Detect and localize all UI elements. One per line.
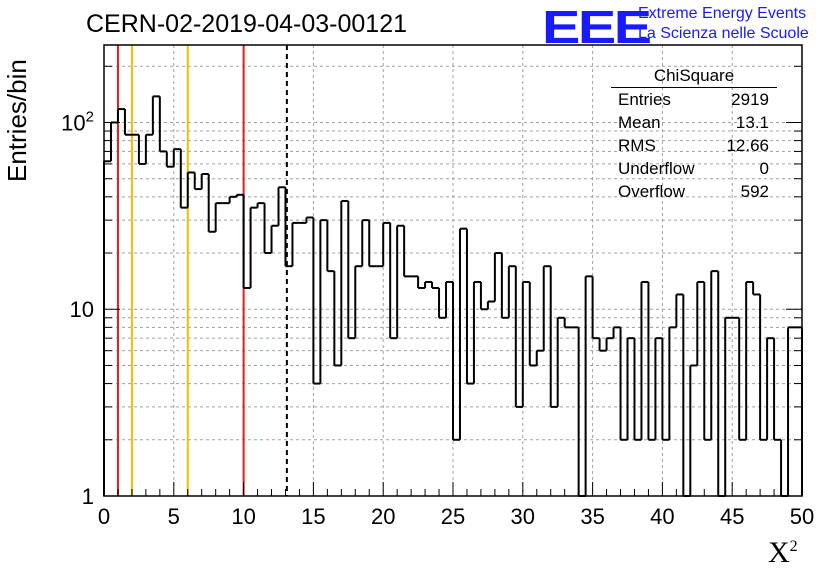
- stats-value: 12.66: [726, 136, 769, 155]
- x-tick-label: 40: [650, 504, 674, 529]
- stats-label: Underflow: [618, 159, 695, 178]
- x-axis-label: X2: [768, 536, 798, 569]
- stats-row: Overflow 592: [611, 180, 777, 203]
- stats-value: 13.1: [735, 113, 769, 132]
- stats-label: Mean: [618, 113, 661, 132]
- axis-ticks: [103, 65, 803, 497]
- tick-labels: 0 5 10 15 20 25 30 35 40 45 50 1 10 102: [61, 108, 814, 529]
- x-tick-label: 15: [301, 504, 325, 529]
- stats-row: RMS 12.66: [611, 134, 777, 157]
- x-tick-label: 10: [231, 504, 255, 529]
- chart-title: CERN-02-2019-04-03-00121: [86, 10, 408, 38]
- x-tick-label: 35: [580, 504, 604, 529]
- stats-value: 0: [759, 159, 769, 178]
- x-tick-label: 45: [720, 504, 744, 529]
- stats-label: Entries: [618, 90, 671, 109]
- x-tick-label: 20: [371, 504, 395, 529]
- eee-logo: EEE: [542, 1, 652, 53]
- stats-value: 592: [740, 182, 769, 201]
- y-tick-label: 1: [82, 484, 94, 509]
- stats-row: Mean 13.1: [611, 111, 777, 134]
- x-tick-label: 0: [98, 504, 110, 529]
- x-tick-label: 50: [790, 504, 814, 529]
- y-axis-label: Entries/bin: [2, 59, 32, 182]
- stats-row: Underflow 0: [611, 157, 777, 180]
- x-tick-label: 25: [441, 504, 465, 529]
- stats-row: Entries 2919: [611, 88, 777, 111]
- x-tick-label: 5: [168, 504, 180, 529]
- stats-label: Overflow: [618, 182, 686, 201]
- stats-box: ChiSquare Entries 2919 Mean 13.1 RMS 12.66 Und…: [611, 66, 777, 203]
- marker-lines: [116, 45, 288, 496]
- y-tick-label: 102: [61, 108, 94, 135]
- logo-line-1: Extreme Energy Events: [638, 5, 807, 22]
- y-tick-label: 10: [70, 297, 94, 322]
- x-tick-label: 30: [511, 504, 535, 529]
- stats-title: ChiSquare: [611, 66, 777, 88]
- stats-value: 2919: [731, 90, 769, 109]
- logo-line-2: La Scienza nelle Scuole: [638, 25, 809, 42]
- stats-label: RMS: [618, 136, 656, 155]
